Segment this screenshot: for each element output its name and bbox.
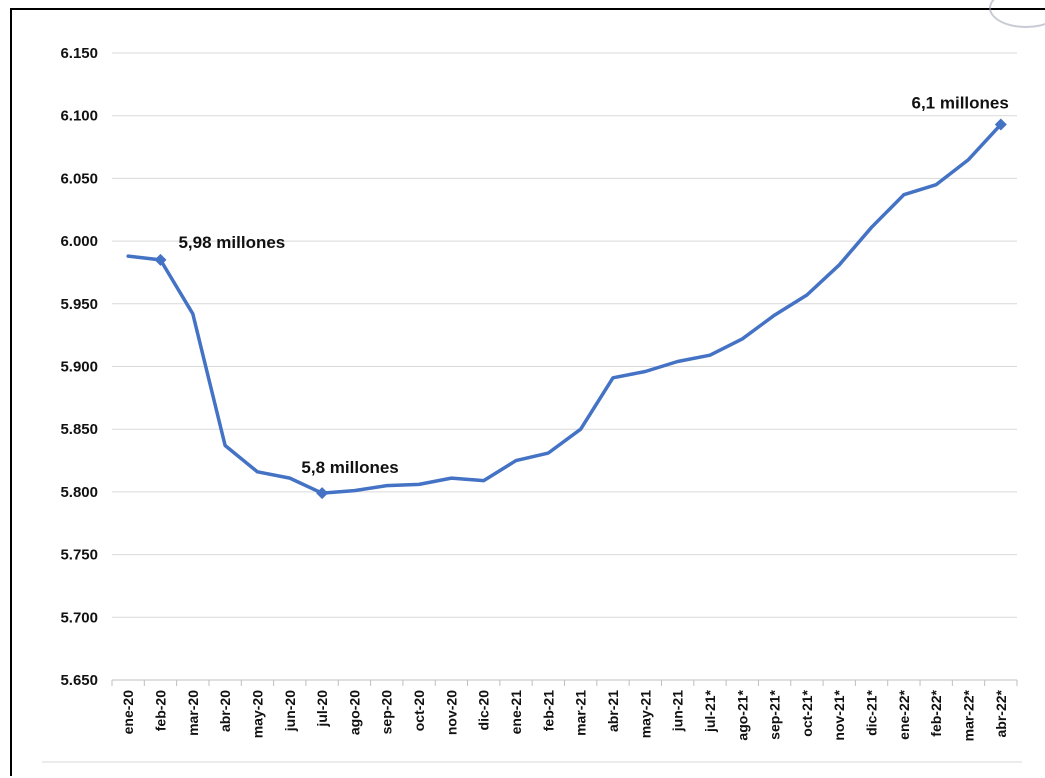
x-tick-label: oct-21* (799, 689, 815, 736)
y-tick-label: 5.850 (60, 421, 98, 438)
y-tick-label: 5.750 (60, 547, 98, 564)
x-tick-label: sep-20 (379, 690, 395, 735)
x-tick-label: feb-22* (928, 689, 944, 736)
x-tick-label: feb-21 (540, 690, 556, 731)
x-tick-label: may-21 (637, 690, 653, 738)
x-tick-label: may-20 (249, 690, 265, 738)
series (126, 118, 1007, 500)
x-tick-label: jul-20 (314, 690, 330, 728)
x-tick-label: ene-22* (896, 689, 912, 739)
x-tick-label: mar-20 (185, 690, 201, 736)
data-point-marker (316, 487, 329, 500)
x-tick-label: feb-20 (152, 690, 168, 731)
x-tick-label: abr-21 (605, 690, 621, 732)
series-line (126, 122, 1003, 495)
x-tick-label: jun-20 (282, 690, 298, 732)
annotation-label: 5,98 millones (178, 233, 285, 252)
gridlines (112, 52, 1017, 681)
chart-frame: 5.650 5.700 5.750 5.800 5.850 5.900 5.950 6.000… (10, 0, 1045, 776)
data-point-marker (154, 253, 167, 266)
x-tick-label: ene-20 (120, 690, 136, 735)
annotations: 5,98 millones 5,8 millones 6,1 millones (178, 93, 1008, 477)
data-point-marker (994, 118, 1007, 131)
x-tick-label: jun-21 (670, 690, 686, 732)
x-tick-label: ene-21 (508, 690, 524, 735)
x-tick-label: dic-20 (476, 690, 492, 731)
x-tick-label: mar-21 (573, 690, 589, 736)
x-tick-label: abr-22* (993, 689, 1009, 737)
y-axis: 5.650 5.700 5.750 5.800 5.850 5.900 5.950 6.000… (60, 45, 98, 689)
y-tick-label: 5.950 (60, 296, 98, 313)
annotation-label: 5,8 millones (301, 458, 398, 477)
x-tick-label: jul-21* (702, 689, 718, 733)
y-tick-label: 5.700 (60, 609, 98, 626)
x-tick-label: nov-20 (443, 690, 459, 735)
x-axis: ene-20 feb-20 mar-20 abr-20 may-20 jun-20 jul-… (42, 679, 1022, 763)
x-tick-label: nov-21* (831, 689, 847, 740)
stamp-seal (989, 0, 1045, 28)
y-tick-label: 5.650 (60, 672, 98, 689)
x-tick-label: ago-21* (734, 689, 750, 740)
y-tick-label: 6.100 (60, 108, 98, 125)
y-tick-label: 6.050 (60, 170, 98, 187)
y-tick-label: 6.150 (60, 45, 98, 62)
x-tick-label: oct-20 (411, 690, 427, 731)
x-tick-label: abr-20 (217, 690, 233, 732)
x-tick-label: ago-20 (346, 690, 362, 735)
x-tick-label: mar-22* (961, 689, 977, 741)
x-tick-label: sep-21* (767, 689, 783, 739)
x-tick-label: dic-21* (864, 689, 880, 735)
y-tick-label: 5.900 (60, 359, 98, 376)
y-tick-label: 5.800 (60, 484, 98, 501)
line-chart: 5.650 5.700 5.750 5.800 5.850 5.900 5.950 6.000… (42, 45, 1022, 763)
y-tick-label: 6.000 (60, 233, 98, 250)
annotation-label: 6,1 millones (912, 93, 1009, 112)
